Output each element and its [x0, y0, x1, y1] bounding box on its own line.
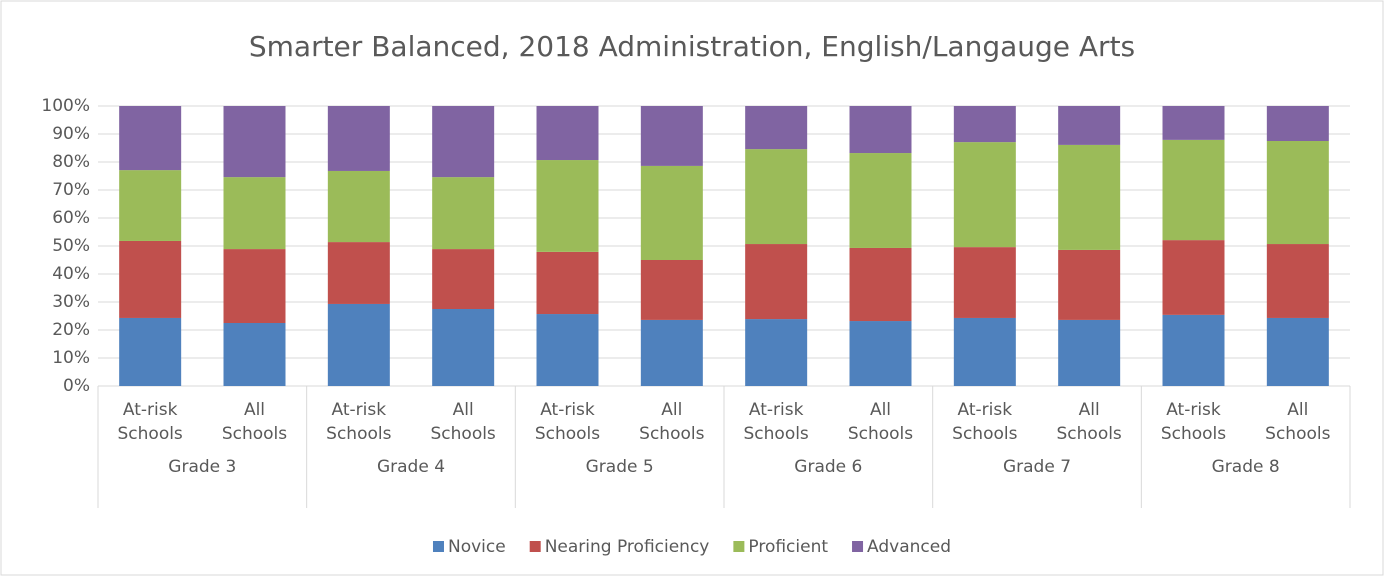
x-tick-label: At-risk Schools [743, 400, 809, 444]
bar-segment [223, 323, 286, 386]
bar-segment [327, 106, 390, 171]
y-tick-label: 50% [52, 236, 90, 256]
y-tick-label: 30% [52, 292, 90, 312]
bar-segment [119, 317, 182, 386]
bar-segment [432, 177, 495, 250]
bar-segment [953, 106, 1016, 143]
group-label: Grade 6 [794, 457, 862, 477]
bar-segment [745, 106, 808, 150]
y-tick-label: 10% [52, 348, 90, 368]
x-tick-label: All Schools [1265, 400, 1331, 444]
bar-segment [536, 251, 599, 315]
legend-swatch [852, 541, 864, 552]
bar-segment [849, 247, 912, 322]
bar-segment [432, 106, 495, 178]
bar-segment [745, 319, 808, 386]
legend-label: Advanced [867, 537, 951, 557]
bar-segment [640, 319, 703, 386]
bar-segment [223, 249, 286, 323]
x-tick-label: All Schools [1056, 400, 1122, 444]
bar-segment [1058, 319, 1121, 386]
group-label: Grade 5 [586, 457, 654, 477]
bar-segment [119, 106, 182, 171]
x-tick-label: At-risk Schools [1160, 400, 1227, 444]
bar-segment [223, 106, 286, 178]
x-tick-label: At-risk Schools [952, 400, 1018, 444]
group-label: Grade 7 [1003, 457, 1071, 477]
legend-swatch [733, 541, 745, 552]
x-tick-label: At-risk Schools [326, 400, 392, 444]
bar-segment [953, 142, 1016, 248]
bar-segment [849, 321, 912, 386]
bar-segment [1058, 144, 1121, 250]
legend-swatch [529, 541, 541, 552]
bar-segment [119, 240, 182, 318]
bar-segment [745, 244, 808, 320]
bar-segment [1162, 106, 1225, 140]
x-tick-label: At-risk Schools [534, 400, 601, 444]
bar-segment [1058, 106, 1121, 145]
y-tick-label: 100% [41, 96, 90, 116]
bar-segment [536, 106, 599, 161]
bar-segment [1266, 244, 1329, 318]
bar-segment [640, 106, 703, 166]
chart-title: Smarter Balanced, 2018 Administration, E… [249, 30, 1135, 63]
bar-segment [849, 153, 912, 248]
bar-segment [953, 247, 1016, 318]
bar-segment [640, 260, 703, 320]
bar-segment [119, 170, 182, 241]
bar-segment [327, 170, 390, 243]
y-tick-label: 60% [52, 208, 90, 228]
bar-segment [432, 309, 495, 386]
legend-label: Novice [448, 537, 506, 557]
bar-segment [1266, 141, 1329, 245]
y-tick-label: 70% [52, 180, 90, 200]
bar-segment [849, 106, 912, 154]
bar-segment [536, 160, 599, 252]
bar-segment [1058, 249, 1121, 320]
legend-swatch [432, 541, 444, 552]
x-tick-label: All Schools [221, 400, 288, 444]
group-label: Grade 4 [377, 457, 445, 477]
group-label: Grade 3 [168, 457, 236, 477]
y-tick-label: 80% [52, 152, 90, 172]
y-tick-label: 40% [52, 264, 90, 284]
bar-segment [745, 149, 808, 245]
bar-segment [1266, 106, 1329, 141]
bar-segment [223, 177, 286, 250]
y-tick-label: 0% [63, 376, 90, 396]
bar-segment [432, 249, 495, 309]
bar-segment [536, 314, 599, 386]
x-tick-label: All Schools [639, 400, 705, 444]
bar-segment [1266, 317, 1329, 386]
bar-segment [953, 317, 1016, 386]
x-tick-label: All Schools [430, 400, 496, 444]
bar-segment [640, 165, 703, 260]
legend-label: Nearing Proficiency [545, 537, 710, 557]
bar-segment [1162, 139, 1225, 241]
y-tick-label: 90% [52, 124, 90, 144]
x-tick-label: All Schools [847, 400, 914, 444]
group-label: Grade 8 [1212, 457, 1280, 477]
y-tick-label: 20% [52, 320, 90, 340]
bar-segment [1162, 314, 1225, 386]
legend-label: Proficient [748, 537, 828, 557]
x-tick-label: At-risk Schools [117, 400, 183, 444]
bar-segment [327, 303, 390, 386]
bar-segment [1162, 240, 1225, 315]
bar-segment [327, 242, 390, 304]
